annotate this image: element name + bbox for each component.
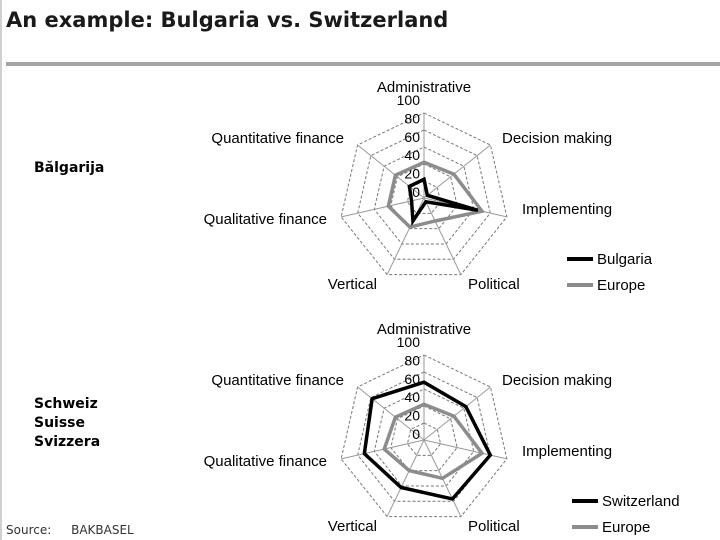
country-label-switzerland: Schweiz Suisse Svizzera: [34, 395, 100, 452]
scale-tick-label: 80: [404, 110, 420, 126]
axis-label: Implementing: [522, 201, 612, 218]
axis-label: Vertical: [328, 518, 377, 535]
axis-label: Implementing: [522, 443, 612, 460]
scale-tick-label: 100: [397, 92, 421, 108]
scale-tick-label: 80: [404, 352, 420, 368]
grid-ring: [390, 163, 458, 230]
legend-label: Switzerland: [602, 493, 680, 510]
grid-ring: [340, 354, 508, 518]
axis-label: Qualitative finance: [204, 453, 327, 470]
legend-label: Europe: [597, 277, 645, 294]
series-line: [362, 380, 493, 501]
axis-label: Political: [468, 276, 520, 293]
scale-tick-label: 0: [412, 184, 420, 200]
grid-ring: [390, 405, 458, 472]
grid-ring: [373, 146, 475, 245]
slide-title: An example: Bulgaria vs. Switzerland: [6, 8, 449, 32]
scale-tick-label: 40: [404, 147, 420, 163]
legend-label: Europe: [602, 519, 650, 536]
axis-label: Decision making: [502, 130, 612, 147]
title-rule: [6, 62, 720, 66]
axis-label: Quantitative finance: [211, 372, 344, 389]
axis-spoke: [423, 439, 507, 460]
source-note: Source: BAKBASEL: [6, 523, 150, 537]
axis-label: Decision making: [502, 372, 612, 389]
slide-border: [0, 0, 2, 540]
axis-label: Vertical: [328, 276, 377, 293]
country-label-line: Svizzera: [34, 434, 101, 450]
axis-spoke: [423, 386, 491, 441]
country-label-bulgaria: Bălgarija: [34, 159, 104, 178]
country-label-line: Suisse: [34, 415, 86, 431]
axis-spoke: [357, 386, 425, 441]
scale-tick-label: 60: [404, 129, 420, 145]
source-label: Source:: [6, 523, 52, 537]
source-name: BAKBASEL: [71, 523, 134, 537]
axis-label: Administrative: [377, 79, 471, 96]
axis-spoke: [423, 144, 491, 199]
grid-ring: [357, 129, 491, 260]
grid-ring: [373, 388, 475, 487]
axis-label: Administrative: [377, 321, 471, 338]
axis-spoke: [423, 197, 462, 275]
axis-spoke: [386, 439, 425, 517]
series-line: [382, 402, 485, 481]
axis-label: Quantitative finance: [211, 130, 344, 147]
axis-spoke: [357, 144, 425, 199]
scale-tick-label: 60: [404, 371, 420, 387]
series-line: [407, 176, 479, 227]
axis-label: Qualitative finance: [204, 211, 327, 228]
axis-label: Political: [468, 518, 520, 535]
country-label-line: Schweiz: [34, 396, 98, 412]
series-line: [386, 160, 486, 230]
scale-tick-label: 40: [404, 389, 420, 405]
country-label-line: Bălgarija: [34, 160, 105, 176]
legend-label: Bulgaria: [597, 251, 653, 268]
scale-tick-label: 0: [412, 426, 420, 442]
scale-tick-label: 100: [397, 334, 421, 350]
grid-ring: [340, 112, 508, 276]
grid-ring: [357, 371, 491, 502]
grid-ring: [406, 422, 442, 456]
